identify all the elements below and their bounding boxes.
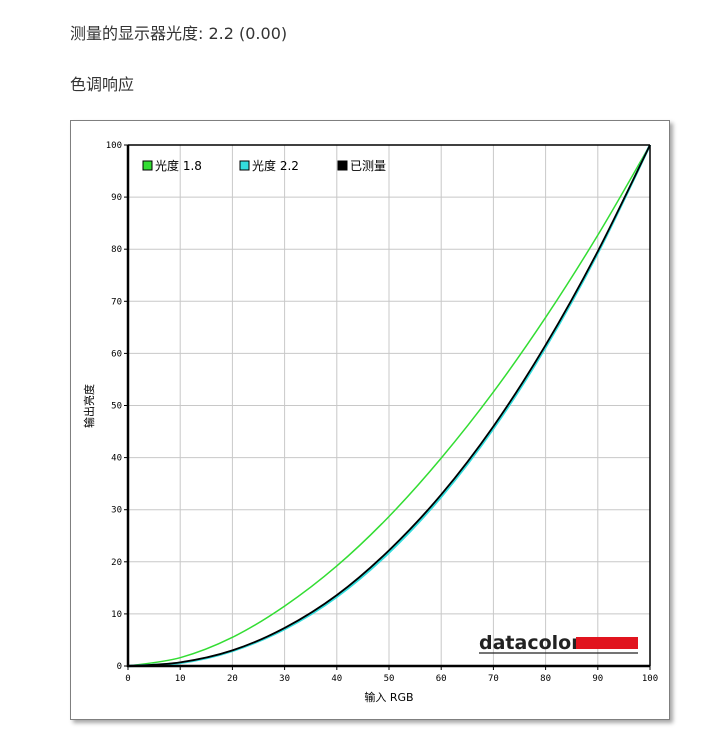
y-tick-label: 100 bbox=[106, 141, 122, 151]
x-tick-label: 90 bbox=[592, 674, 603, 684]
legend-swatch-2 bbox=[239, 160, 250, 171]
y-tick-label: 40 bbox=[111, 454, 122, 464]
x-tick-label: 40 bbox=[331, 674, 342, 684]
legend-label-3: 已测量 bbox=[350, 159, 386, 173]
datacolor-logo-text: datacolor bbox=[479, 632, 581, 654]
datacolor-logo-bar bbox=[576, 637, 638, 649]
x-tick-label: 10 bbox=[175, 674, 186, 684]
legend-label-1: 光度 1.8 bbox=[155, 158, 202, 173]
y-tick-label: 90 bbox=[111, 193, 122, 203]
x-tick-label: 60 bbox=[436, 674, 447, 684]
y-tick-label: 50 bbox=[111, 402, 122, 412]
series-line-3 bbox=[127, 144, 651, 667]
x-tick-label: 100 bbox=[642, 674, 658, 684]
series-lines bbox=[127, 144, 652, 668]
legend-swatch-1 bbox=[142, 160, 153, 171]
tick-labels: 0 10 20 30 40 50 60 70 80 90 100 0 10 20 30 40 50 60 70 80 9… bbox=[106, 141, 658, 684]
x-tick-label: 0 bbox=[125, 674, 130, 684]
y-tick-label: 20 bbox=[111, 558, 122, 568]
y-tick-label: 30 bbox=[111, 506, 122, 516]
measured-gamma-text: 测量的显示器光度: 2.2 (0.00) bbox=[70, 24, 288, 43]
legend-swatch-3 bbox=[337, 160, 348, 171]
x-tick-label: 80 bbox=[540, 674, 551, 684]
x-axis-title: 输入 RGB bbox=[364, 690, 413, 704]
x-tick-label: 30 bbox=[279, 674, 290, 684]
legend-label-2: 光度 2.2 bbox=[252, 158, 299, 173]
y-tick-label: 60 bbox=[111, 349, 122, 359]
datacolor-logo: datacolor bbox=[479, 632, 638, 654]
chart-svg: 0 10 20 30 40 50 60 70 80 90 100 0 10 20 30 40 50 60 70 80 9… bbox=[82, 141, 658, 704]
grid bbox=[128, 144, 651, 666]
y-tick-label: 80 bbox=[111, 245, 122, 255]
section-title: 色调响应 bbox=[70, 75, 135, 94]
tone-response-chart: 0 10 20 30 40 50 60 70 80 90 100 0 10 20 30 40 50 60 70 80 9… bbox=[70, 120, 670, 720]
legend: 光度 1.8 光度 2.2 已测量 bbox=[142, 158, 386, 173]
y-tick-label: 10 bbox=[111, 610, 122, 620]
y-tick-label: 70 bbox=[111, 297, 122, 307]
y-axis-title: 输出亮度 bbox=[82, 384, 96, 428]
series-line-1 bbox=[127, 144, 651, 667]
x-tick-label: 70 bbox=[488, 674, 499, 684]
x-tick-label: 50 bbox=[384, 674, 395, 684]
y-tick-label: 0 bbox=[117, 662, 122, 672]
x-tick-label: 20 bbox=[227, 674, 238, 684]
